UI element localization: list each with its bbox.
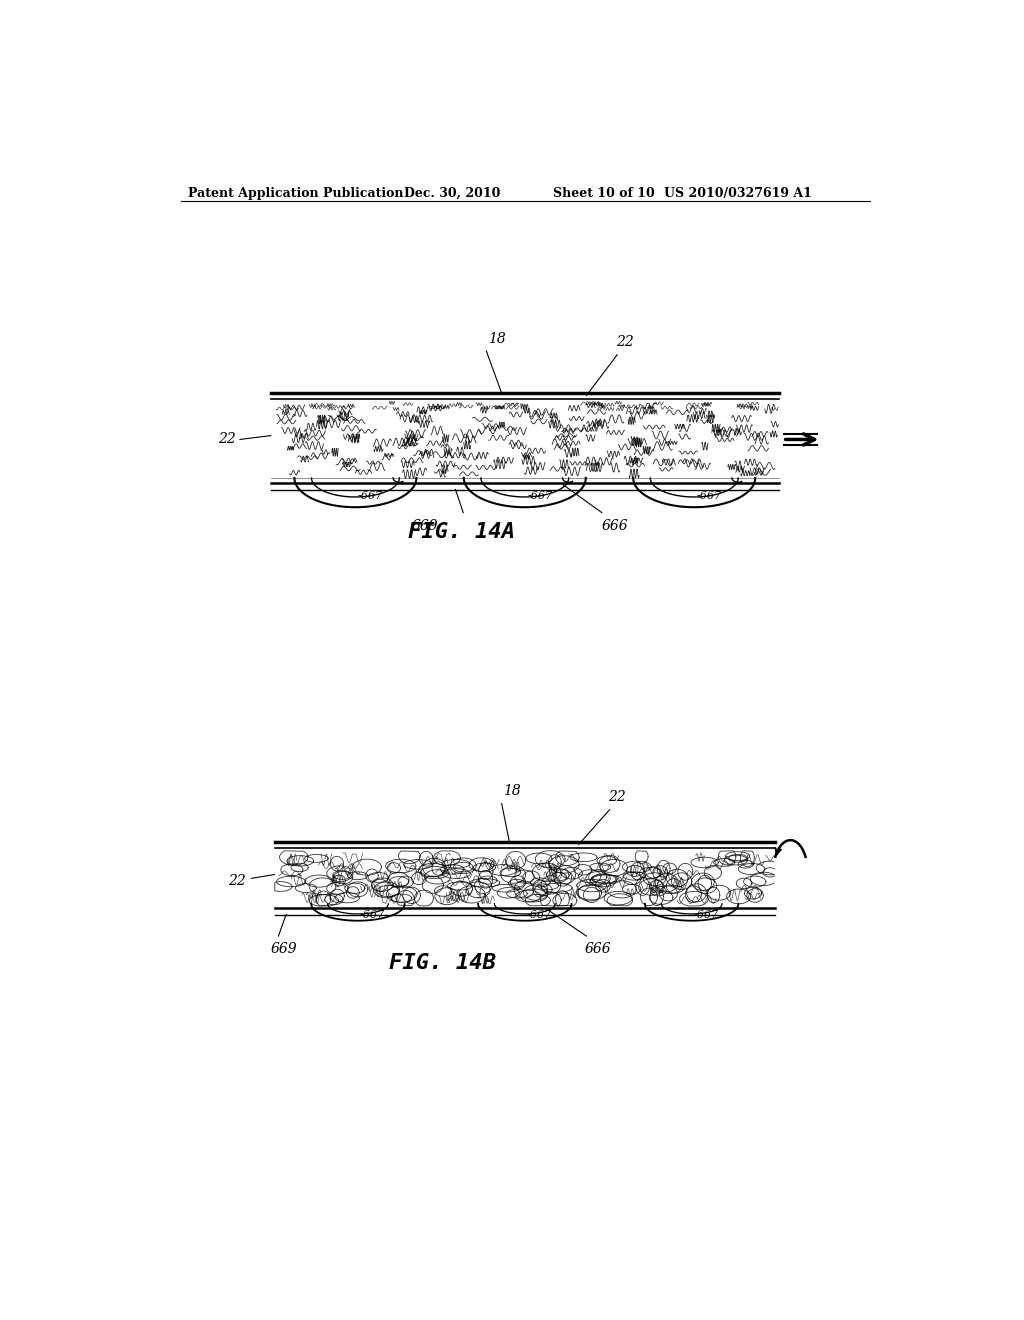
Text: -667: -667 xyxy=(357,491,383,500)
Text: 18: 18 xyxy=(503,784,521,799)
Text: 666: 666 xyxy=(585,942,611,956)
Text: -667: -667 xyxy=(696,491,722,500)
Text: Dec. 30, 2010: Dec. 30, 2010 xyxy=(403,187,501,199)
Text: -667: -667 xyxy=(693,911,718,920)
Text: 22: 22 xyxy=(615,335,634,350)
Text: Sheet 10 of 10: Sheet 10 of 10 xyxy=(553,187,654,199)
Text: FIG. 14B: FIG. 14B xyxy=(389,953,496,973)
Text: 669: 669 xyxy=(412,519,438,533)
Text: US 2010/0327619 A1: US 2010/0327619 A1 xyxy=(665,187,812,199)
Text: FIG. 14A: FIG. 14A xyxy=(409,521,515,541)
Text: -667: -667 xyxy=(526,911,552,920)
Text: 669: 669 xyxy=(270,942,297,956)
Text: -667: -667 xyxy=(527,491,552,500)
Text: 22: 22 xyxy=(218,433,237,446)
Text: 22: 22 xyxy=(228,874,246,887)
Text: Patent Application Publication: Patent Application Publication xyxy=(188,187,403,199)
Text: -667: -667 xyxy=(359,911,385,920)
Text: 18: 18 xyxy=(487,331,506,346)
Text: 22: 22 xyxy=(608,791,626,804)
Text: 666: 666 xyxy=(602,519,629,533)
